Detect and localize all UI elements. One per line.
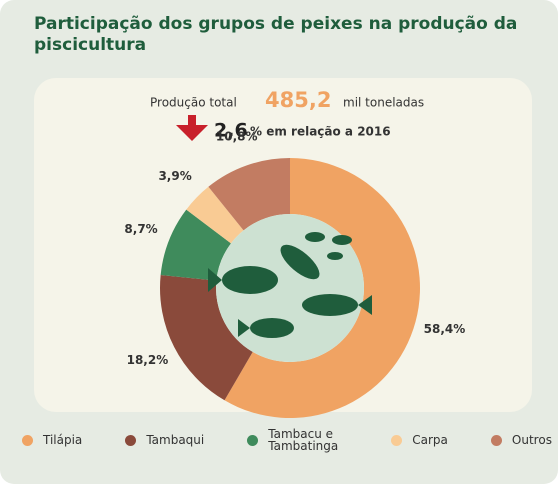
total-label: Produção total (150, 96, 237, 110)
donut-segment (160, 209, 231, 281)
total-value: 485,2 (265, 88, 331, 112)
data-label: 18,2% (127, 353, 169, 367)
legend-item: Tambaqui (125, 434, 204, 446)
fish (305, 232, 325, 242)
legend-label: Tambacu e Tambatinga (268, 427, 339, 453)
legend-swatch (490, 434, 502, 446)
donut (160, 158, 420, 418)
legend-swatch (391, 434, 403, 446)
legend-label: Tambaqui (146, 433, 205, 447)
data-label: 3,9% (158, 169, 191, 183)
legend-item: Tilápia (22, 434, 82, 446)
donut-segment (186, 186, 244, 244)
fish (327, 252, 343, 260)
legend-label: Carpa (412, 433, 448, 447)
data-label: 58,4% (424, 322, 466, 336)
donut-segment (224, 158, 420, 418)
legend-label: Tilápia (43, 433, 83, 447)
legend-item: Carpa (391, 434, 448, 446)
data-label: 10,8% (216, 130, 258, 144)
fish-tail (208, 268, 222, 292)
fish (280, 244, 320, 280)
down-arrow (176, 115, 208, 141)
legend-label: Outros (511, 433, 552, 447)
change-value: 2,6 (214, 120, 248, 142)
legend-item: Outros (490, 433, 552, 447)
data-label: 8,7% (124, 222, 157, 236)
fish-tail (358, 295, 372, 315)
total-unit: mil toneladas (343, 96, 424, 110)
donut-segment (208, 158, 290, 231)
legend-item: Tambacu e Tambatinga (247, 428, 348, 452)
legend-swatch (247, 434, 259, 446)
legend-swatch (22, 434, 33, 446)
legend: Tilápia Tambaqui Tambacu e Tambatinga Carpa… (22, 428, 552, 452)
fish-tail (238, 319, 250, 337)
fish (222, 266, 278, 294)
fish (332, 235, 352, 245)
chart-title: Participação dos grupos de peixes na pro… (34, 14, 518, 55)
donut-segment (160, 274, 253, 401)
change-text: % em relação a 2016 (250, 125, 391, 139)
legend-swatch (125, 434, 137, 446)
fish (250, 318, 294, 338)
fish (302, 294, 358, 316)
fish-icons (208, 232, 372, 338)
